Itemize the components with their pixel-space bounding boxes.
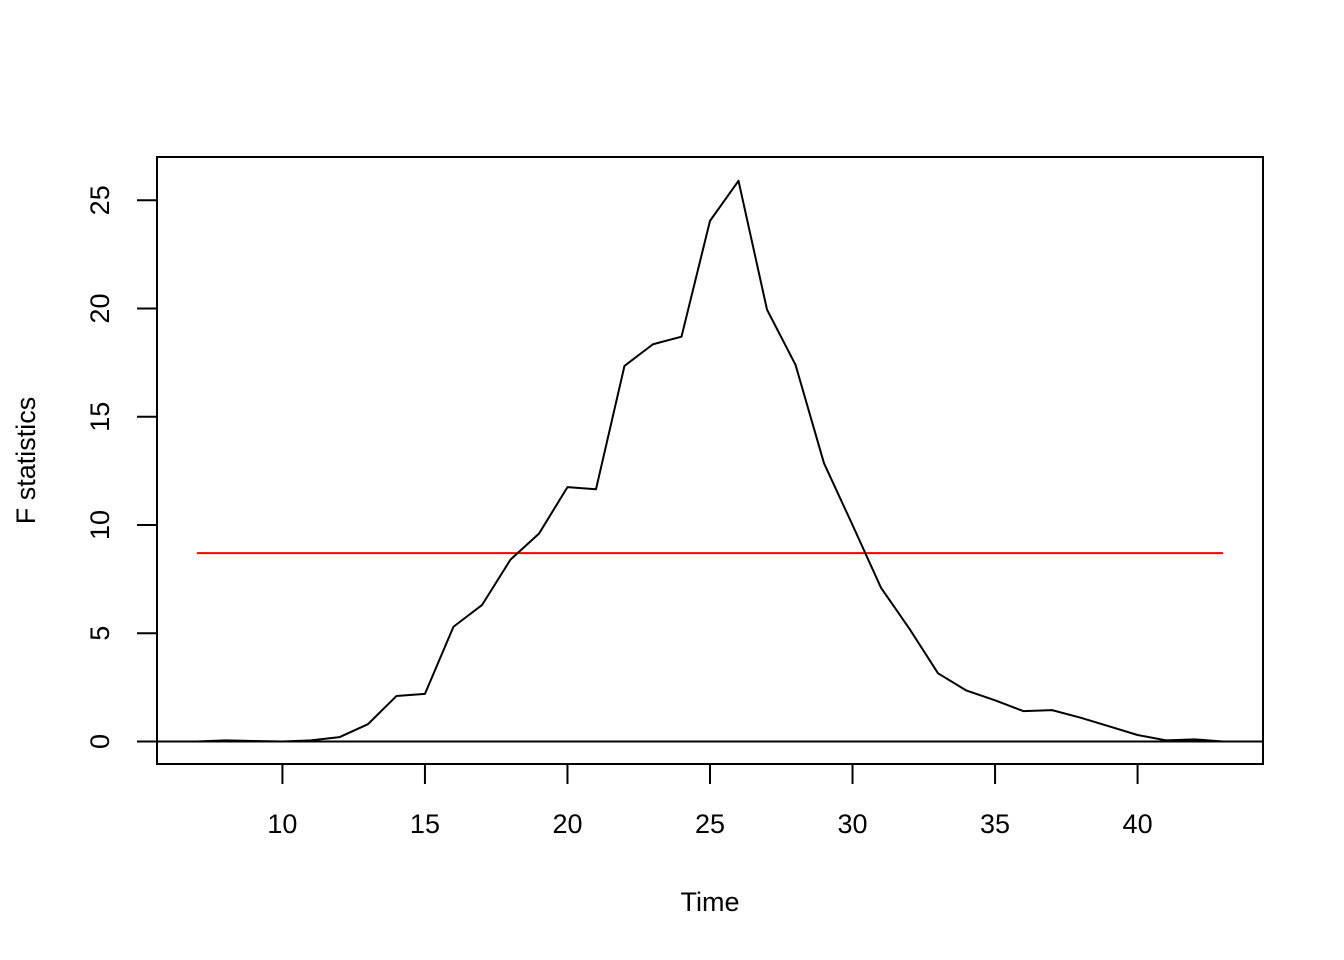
x-tick-label-35: 35	[980, 809, 1010, 839]
plot-frame	[156, 156, 1264, 765]
y-tick-label-0: 0	[85, 734, 115, 749]
y-tick-label-25: 25	[85, 185, 115, 215]
y-tick-label-5: 5	[85, 626, 115, 641]
y-tick-label-15: 15	[85, 402, 115, 432]
x-axis-title: Time	[681, 887, 740, 917]
f-statistics-series-line	[196, 179, 1224, 743]
y-axis-title: F statistics	[11, 397, 41, 525]
x-tick-label-40: 40	[1123, 809, 1153, 839]
x-tick-label-25: 25	[695, 809, 725, 839]
y-axis: 0 5 10 15 20 25	[85, 185, 158, 749]
x-tick-label-10: 10	[267, 809, 297, 839]
y-tick-label-20: 20	[85, 294, 115, 324]
x-tick-label-15: 15	[410, 809, 440, 839]
y-tick-label-10: 10	[85, 510, 115, 540]
x-axis: 10 15 20 25 30 35 40	[267, 763, 1153, 839]
x-tick-label-30: 30	[838, 809, 868, 839]
x-tick-label-20: 20	[552, 809, 582, 839]
series-points	[196, 180, 1223, 742]
